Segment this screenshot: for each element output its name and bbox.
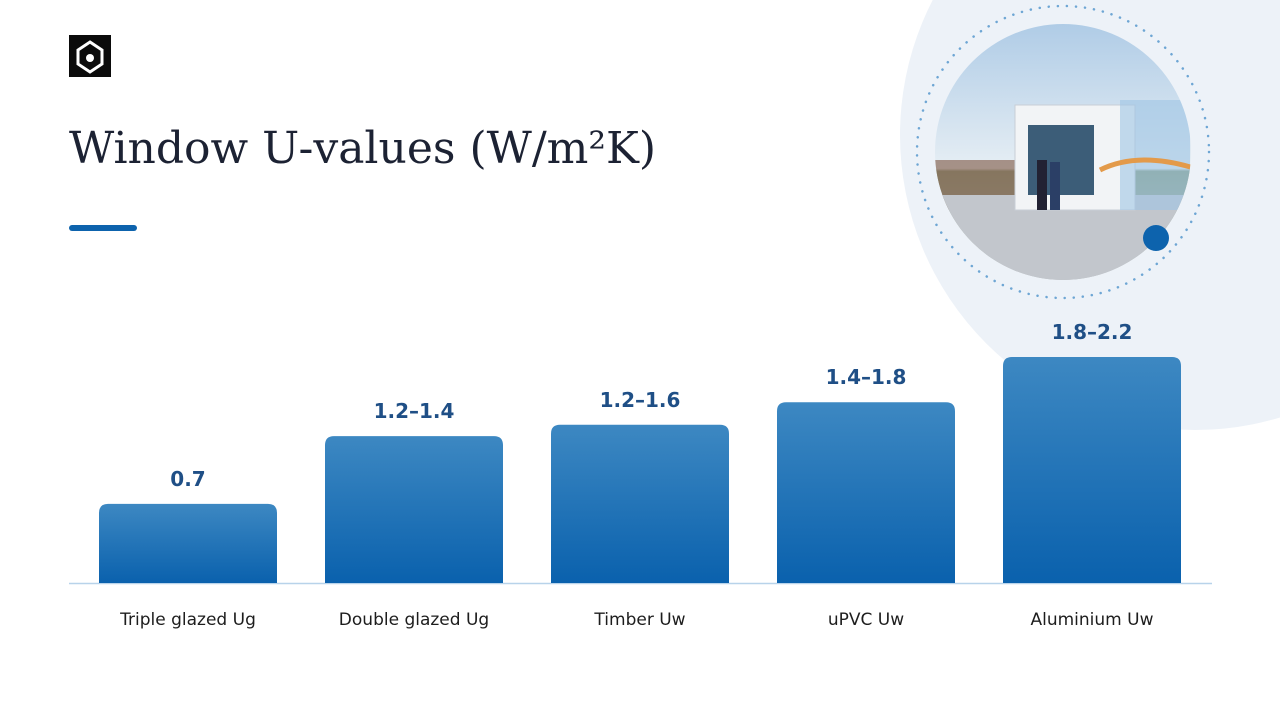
x-tick-label: uPVC Uw xyxy=(828,610,904,630)
title-underline xyxy=(69,225,137,231)
logo-icon-dot xyxy=(86,54,94,62)
bar xyxy=(325,436,503,583)
x-tick-label: Triple glazed Ug xyxy=(119,610,256,630)
value-label: 1.4–1.8 xyxy=(826,365,907,389)
bar xyxy=(99,503,277,583)
accent-dot xyxy=(1143,225,1169,251)
value-label: 1.2–1.4 xyxy=(374,399,455,423)
dotted-ring xyxy=(915,4,1211,300)
value-label: 1.2–1.6 xyxy=(600,388,681,412)
bar xyxy=(1003,357,1181,583)
value-label: 1.8–2.2 xyxy=(1052,320,1133,344)
chart-title: Window U-values (W/m²K) xyxy=(69,123,656,174)
bar xyxy=(551,424,729,583)
logo-icon xyxy=(76,40,104,74)
x-tick-label: Timber Uw xyxy=(593,610,685,630)
bar xyxy=(777,402,955,583)
value-label: 0.7 xyxy=(170,467,205,491)
x-tick-label: Aluminium Uw xyxy=(1031,610,1154,630)
x-tick-label: Double glazed Ug xyxy=(339,610,489,630)
photo xyxy=(935,24,1191,280)
